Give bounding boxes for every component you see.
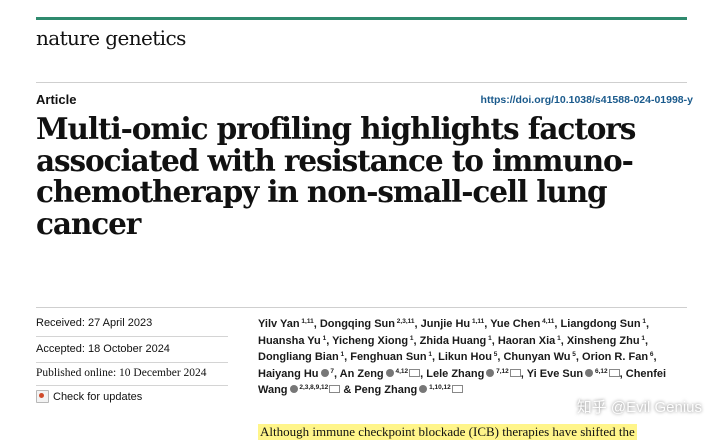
author-name: Liangdong Sun bbox=[560, 318, 641, 330]
author-affiliation: 1,11 bbox=[299, 318, 314, 325]
author-entry[interactable]: Junjie Hu 1,11 bbox=[421, 318, 485, 330]
header-divider bbox=[36, 82, 687, 83]
author-entry[interactable]: Yilv Yan 1,11 bbox=[258, 318, 314, 330]
orcid-icon[interactable] bbox=[385, 368, 394, 377]
orcid-icon[interactable] bbox=[486, 368, 495, 377]
author-affiliation: 1 bbox=[320, 334, 327, 342]
author-affiliation: 1 bbox=[486, 334, 492, 342]
author-affiliation: 2,3,11 bbox=[394, 318, 415, 325]
author-entry[interactable]: Haoran Xia 1 bbox=[498, 335, 561, 347]
check-for-updates-button[interactable]: Check for updates bbox=[36, 390, 142, 403]
accepted-date: Accepted: 18 October 2024 bbox=[36, 343, 170, 355]
author-name: Junjie Hu bbox=[420, 318, 471, 330]
article-type-label: Article bbox=[36, 92, 77, 107]
author-entry[interactable]: Likun Hou 5 bbox=[438, 351, 497, 363]
author-name: Huansha Yu bbox=[258, 334, 321, 347]
author-entry[interactable]: Liangdong Sun 1 bbox=[561, 318, 646, 330]
author-affiliation: 1 bbox=[408, 334, 414, 342]
author-affiliation: 1 bbox=[640, 318, 647, 325]
author-name: Likun Hou bbox=[438, 351, 492, 364]
author-name: Dongliang Bian bbox=[258, 351, 339, 364]
email-icon[interactable] bbox=[509, 368, 521, 377]
author-affiliation: 7,12 bbox=[494, 367, 509, 375]
author-entry[interactable]: Haiyang Hu 7 bbox=[258, 368, 334, 380]
author-name: Fenghuan Sun bbox=[350, 351, 427, 364]
author-affiliation: 7 bbox=[328, 367, 334, 375]
author-entry[interactable]: Huansha Yu 1 bbox=[258, 335, 326, 347]
journal-name: nature genetics bbox=[36, 26, 186, 50]
author-name: Peng Zhang bbox=[354, 384, 418, 397]
author-name: Yue Chen bbox=[490, 318, 541, 330]
author-entry[interactable]: Yicheng Xiong 1 bbox=[332, 335, 413, 347]
author-entry[interactable]: Yue Chen 4,11 bbox=[490, 318, 554, 330]
meta-divider bbox=[36, 362, 228, 363]
author-entry[interactable]: Yi Eve Sun 6,12 bbox=[527, 368, 620, 380]
abstract-highlighted-line: Although immune checkpoint blockade (ICB… bbox=[258, 424, 637, 440]
author-name: Chunyan Wu bbox=[503, 351, 571, 364]
author-name: Zhida Huang bbox=[419, 334, 487, 347]
author-affiliation: 1 bbox=[555, 334, 561, 342]
author-entry[interactable]: Peng Zhang 1,10,12 bbox=[354, 384, 463, 397]
watermark: 知乎 @Evil Genius bbox=[576, 399, 702, 416]
author-entry[interactable]: Zhida Huang 1 bbox=[420, 335, 492, 347]
meta-divider bbox=[36, 385, 228, 386]
email-icon[interactable] bbox=[409, 368, 421, 377]
author-affiliation: 6 bbox=[648, 351, 654, 359]
author-joiner: & bbox=[340, 384, 355, 397]
author-affiliation: 4,12 bbox=[393, 367, 409, 375]
author-affiliation: 5 bbox=[570, 351, 576, 359]
author-entry[interactable]: An Zeng 4,12 bbox=[339, 367, 421, 380]
author-entry[interactable]: Dongqing Sun 2,3,11 bbox=[320, 318, 415, 330]
author-name: Yicheng Xiong bbox=[332, 334, 409, 347]
author-name: An Zeng bbox=[339, 367, 384, 380]
author-list: Yilv Yan 1,11, Dongqing Sun 2,3,11, Junj… bbox=[258, 318, 667, 397]
check-updates-icon bbox=[36, 390, 49, 403]
author-name: Xinsheng Zhu bbox=[566, 334, 640, 347]
author-name: Orion R. Fan bbox=[582, 351, 649, 364]
received-date: Received: 27 April 2023 bbox=[36, 317, 153, 329]
author-affiliation: 4,11 bbox=[540, 318, 555, 325]
orcid-icon[interactable] bbox=[585, 368, 594, 377]
author-name: Haiyang Hu bbox=[258, 367, 319, 380]
author-affiliation: 5 bbox=[491, 351, 498, 359]
author-affiliation: 6,12 bbox=[593, 367, 608, 375]
author-affiliation: 2,3,8,9,12 bbox=[297, 384, 329, 392]
email-icon[interactable] bbox=[451, 385, 463, 394]
author-name: Dongqing Sun bbox=[319, 318, 395, 330]
email-icon[interactable] bbox=[329, 385, 341, 394]
author-entry[interactable]: Xinsheng Zhu 1 bbox=[567, 335, 645, 347]
author-name: Yi Eve Sun bbox=[526, 367, 584, 380]
orcid-icon[interactable] bbox=[419, 385, 428, 394]
author-name: Lele Zhang bbox=[426, 367, 485, 380]
author-affiliation: 1 bbox=[338, 351, 345, 359]
doi-link[interactable]: https://doi.org/10.1038/s41588-024-01998… bbox=[480, 94, 693, 106]
author-entry[interactable]: Fenghuan Sun 1 bbox=[350, 351, 432, 363]
journal-accent-bar bbox=[36, 17, 687, 20]
published-date: Published online: 10 December 2024 bbox=[36, 367, 207, 379]
author-affiliation: 1 bbox=[426, 351, 433, 359]
author-name: Haoran Xia bbox=[497, 334, 556, 347]
meta-divider bbox=[36, 336, 228, 337]
article-title: Multi-omic profiling highlights factors … bbox=[36, 111, 636, 241]
author-entry[interactable]: Chunyan Wu 5 bbox=[503, 351, 575, 363]
author-entry[interactable]: Lele Zhang 7,12 bbox=[426, 368, 521, 380]
author-entry[interactable]: Dongliang Bian 1 bbox=[258, 351, 344, 363]
orcid-icon[interactable] bbox=[320, 368, 329, 377]
author-name: Chenfei Wang bbox=[258, 367, 667, 397]
author-name: Yilv Yan bbox=[258, 318, 300, 330]
author-affiliation: 1,10,12 bbox=[427, 384, 451, 392]
author-affiliation: 1,11 bbox=[470, 318, 485, 325]
check-for-updates-label: Check for updates bbox=[53, 390, 143, 403]
author-entry[interactable]: Orion R. Fan 6 bbox=[582, 351, 653, 363]
title-divider bbox=[36, 307, 687, 308]
email-icon[interactable] bbox=[608, 368, 620, 377]
orcid-icon[interactable] bbox=[289, 385, 298, 394]
author-affiliation: 1 bbox=[639, 334, 645, 342]
author-entry[interactable]: Chenfei Wang 2,3,8,9,12 bbox=[258, 368, 666, 397]
